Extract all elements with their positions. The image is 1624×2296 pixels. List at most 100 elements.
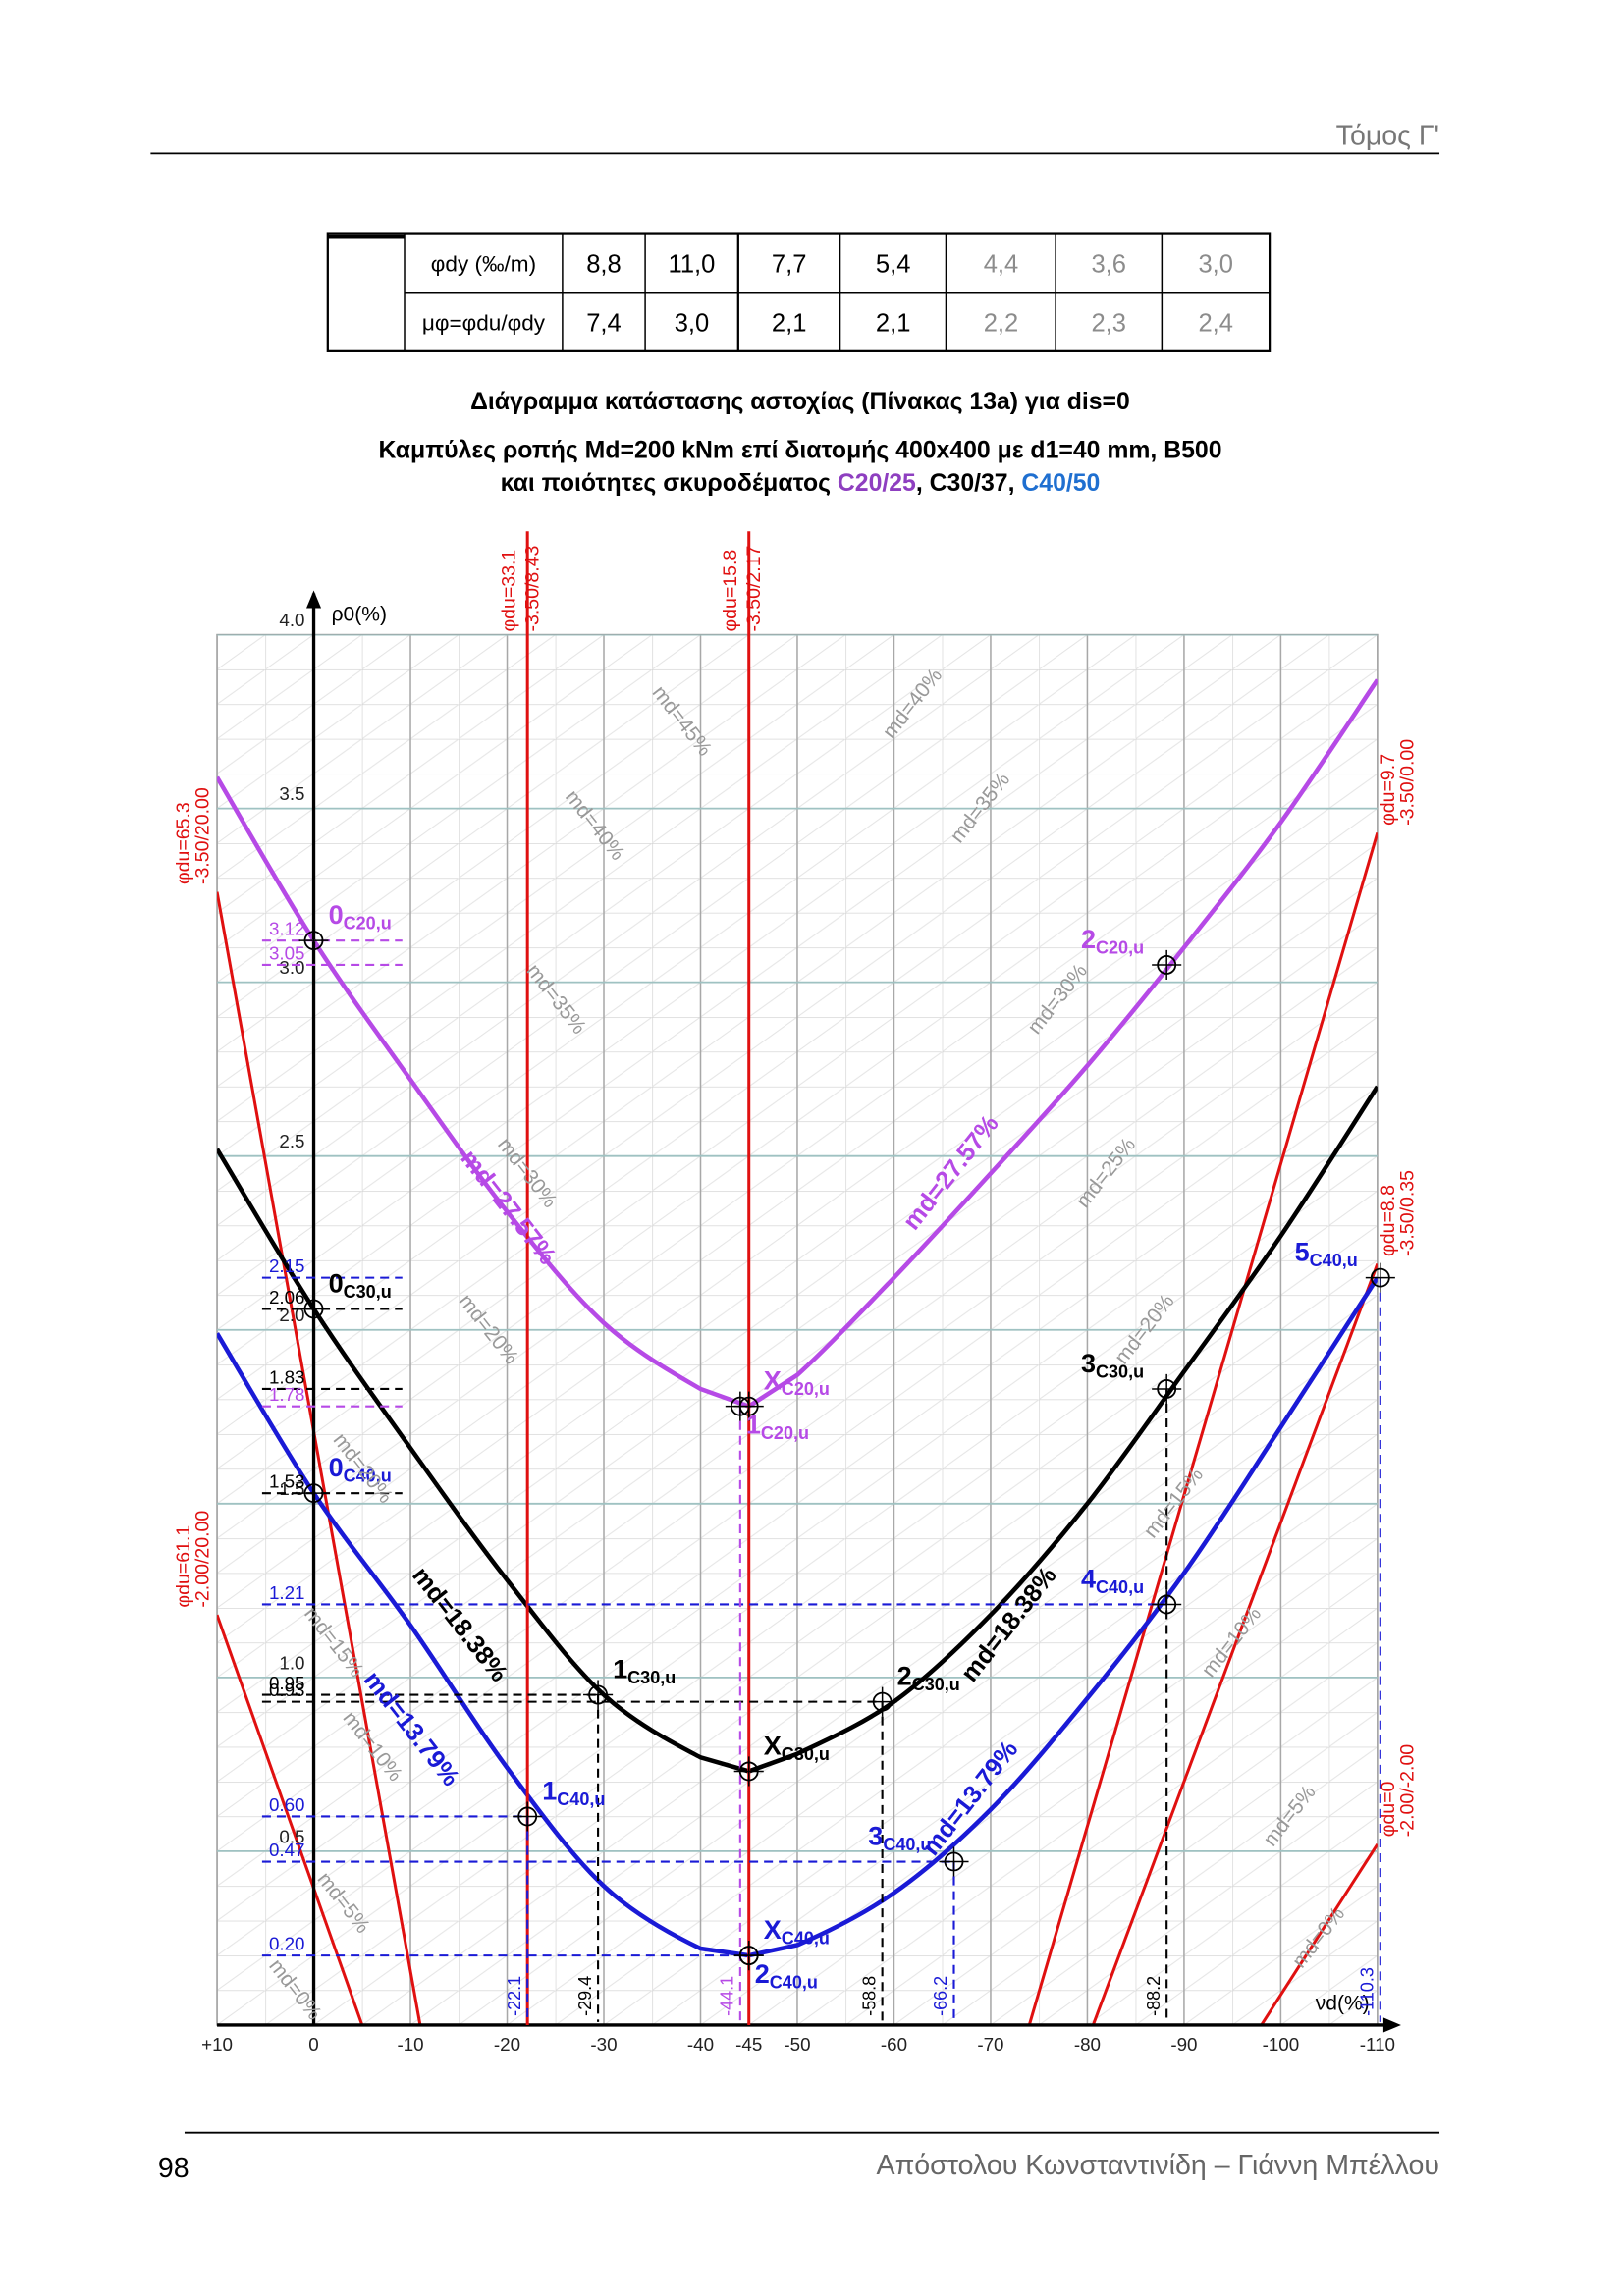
point-name: 3 [1081, 1349, 1096, 1378]
point-cross [1152, 1373, 1182, 1404]
x-tick-label: -70 [977, 2034, 1003, 2055]
point-sub: C30,u [912, 1675, 960, 1694]
point-label: 0C30,u [329, 1269, 392, 1302]
guide-label: 0.20 [269, 1934, 305, 1954]
guide-label: 1.21 [269, 1582, 305, 1603]
point-cross [583, 1680, 614, 1710]
authors: Απόστολου Κωνσταντινίδη – Γιάννη Μπέλλου [877, 2150, 1439, 2181]
title-part: , C30/37, [916, 470, 1022, 497]
point-name: X [764, 1915, 782, 1945]
x-tick-label: -45 [735, 2034, 762, 2055]
point-sub: C30,u [344, 1282, 392, 1302]
point-sub: C40,u [1096, 1577, 1144, 1597]
x-tick-label: 0 [308, 2034, 318, 2055]
line-label: φdu=15.8 [720, 550, 741, 632]
guide-label: 2.06 [269, 1287, 305, 1308]
point-cross [513, 1801, 543, 1832]
point-sub: C40,u [782, 1928, 830, 1948]
moment-curve [217, 678, 1378, 1410]
point-name: 1 [613, 1655, 627, 1684]
y-axis-title: ρ0(%) [332, 604, 387, 626]
guide-label: -22.1 [505, 1976, 524, 2016]
failure-line [1091, 1262, 1378, 2025]
page-number: 98 [158, 2153, 189, 2184]
x-tick-label: +10 [201, 2034, 233, 2055]
line-label: φdu=8.8 [1378, 1185, 1399, 1256]
title-part: και ποιότητες σκυροδέματος [501, 470, 838, 497]
point-sub: C40,u [344, 1466, 392, 1485]
guide-label: -58.8 [859, 1976, 879, 2016]
point-label: 1C40,u [542, 1777, 605, 1809]
point-label: 0C20,u [329, 900, 392, 933]
table-cell: 2,3 [1091, 310, 1126, 338]
point-label: 1C30,u [613, 1655, 676, 1687]
running-header: Τόμος Γ' [1336, 120, 1439, 151]
x-tick-label: -80 [1074, 2034, 1101, 2055]
failure-line [217, 891, 422, 2025]
line-label: -3.50/2.17 [743, 546, 765, 632]
point-name: 1 [542, 1777, 557, 1806]
point-sub: C20,u [344, 913, 392, 933]
point-label: 1C20,u [746, 1411, 809, 1443]
point-name: 0 [329, 1453, 344, 1482]
point-name: 4 [1081, 1565, 1096, 1594]
table-cell: φdy (‰/m) [431, 252, 536, 277]
y-tick-label: 3.5 [279, 783, 304, 804]
line-label: φdu=0 [1378, 1781, 1399, 1837]
y-tick-label: 2.0 [279, 1305, 304, 1325]
table-cell: μφ=φdu/φdy [422, 311, 546, 336]
y-tick-label: 0.5 [279, 1826, 304, 1846]
guide-label: -66.2 [931, 1976, 950, 2016]
table-cell: 2,1 [772, 310, 807, 338]
title-part: C40/50 [1021, 470, 1100, 497]
guide-label: 2.15 [269, 1255, 305, 1276]
axis-arrow [306, 590, 322, 609]
table-cell: 4,4 [984, 250, 1019, 278]
line-label: -3.50/0.35 [1397, 1170, 1419, 1256]
table-cell: 11,0 [669, 250, 716, 278]
guide-label: -88.2 [1144, 1976, 1164, 2016]
point-cross [1365, 1262, 1395, 1293]
point-label: XC20,u [764, 1366, 830, 1399]
x-tick-label: -90 [1170, 2034, 1197, 2055]
x-tick-label: -50 [784, 2034, 810, 2055]
point-label: XC30,u [764, 1732, 830, 1764]
y-tick-label: 1.0 [279, 1652, 304, 1673]
point-sub: C30,u [782, 1744, 830, 1764]
point-name: 1 [746, 1411, 761, 1440]
point-name: 2 [755, 1959, 770, 1989]
point-cross [939, 1846, 969, 1877]
point-name: 3 [868, 1822, 883, 1851]
point-sub: C40,u [1310, 1251, 1358, 1270]
table-cell: 3,0 [675, 310, 710, 338]
failure-line [1260, 1842, 1378, 2025]
table-cell: 7,7 [772, 250, 807, 278]
point-sub: C40,u [557, 1789, 605, 1809]
x-tick-label: -10 [397, 2034, 423, 2055]
table-cell: 2,4 [1198, 310, 1233, 338]
failure-line [217, 1614, 364, 2025]
x-tick-label: -110 [1360, 2034, 1395, 2055]
guide-label: 0.47 [269, 1840, 305, 1860]
guide-label: 1.53 [269, 1471, 305, 1492]
point-sub: C20,u [782, 1379, 830, 1399]
guide-label: 3.12 [269, 919, 305, 939]
guide-label: 0.60 [269, 1794, 305, 1815]
x-tick-label: -40 [687, 2034, 714, 2055]
figure-title: Διάγραμμα κατάστασης αστοχίας (Πίνακας 1… [470, 389, 1130, 415]
point-label: 3C30,u [1081, 1349, 1144, 1381]
point-sub: C30,u [1096, 1362, 1144, 1381]
chart: +10 0 -10 -20 -30 -40 -45 -50 -60 -70 -80 -90 -100 -1… [173, 531, 1419, 2055]
point-label: XC40,u [764, 1915, 830, 1948]
point-label: 5C40,u [1295, 1238, 1358, 1270]
point-name: X [764, 1732, 782, 1761]
point-cross [725, 1391, 755, 1421]
point-cross [1152, 1589, 1182, 1620]
table-cell: 5,4 [876, 250, 911, 278]
guide-label: -29.4 [575, 1976, 595, 2016]
point-label: 0C40,u [329, 1453, 392, 1485]
guide-label: 0.93 [269, 1680, 305, 1700]
point-cross [298, 926, 329, 956]
y-tick-label: 2.5 [279, 1131, 304, 1151]
